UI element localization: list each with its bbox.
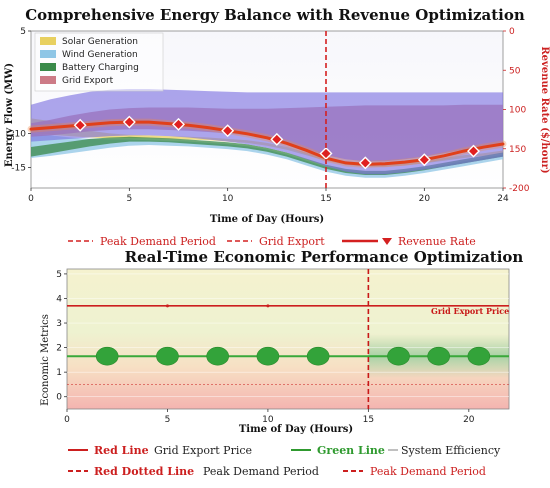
x-tick-label: 20 <box>419 194 431 204</box>
area-wind-generation <box>31 133 503 178</box>
x-tick-label: 10 <box>222 194 234 204</box>
legend2-red-dotted-label: Red Dotted Line <box>94 465 194 478</box>
area-purple-band <box>31 89 503 175</box>
chart-2-ylabel: Economic Metrics <box>40 314 51 406</box>
revenue-marker <box>417 153 431 167</box>
x-tick-label: 10 <box>262 415 274 425</box>
revenue-marker <box>122 115 136 129</box>
revenue-marker <box>172 117 185 131</box>
legend2-red-line-label: Red Line <box>94 444 149 457</box>
y-tick-label: 5 <box>20 27 26 37</box>
efficiency-marker <box>156 346 179 366</box>
y-tick-label: -15 <box>11 164 26 174</box>
x-tick-label: 5 <box>126 194 132 204</box>
chart-1-y2label: Revenue Rate ($/hour) <box>539 46 550 173</box>
legend2-green-line-label: Green Line <box>317 444 385 457</box>
chart-1-areas <box>31 89 503 178</box>
revenue-marker <box>270 132 284 146</box>
legend-label-grid-export: Grid Export <box>62 76 114 86</box>
area-battery-charging <box>31 136 503 175</box>
legend2-red-line-desc: Grid Export Price <box>154 444 252 457</box>
chart-2-grid <box>67 273 509 398</box>
chart-2: Real-Time Economic Performance Optimizat… <box>40 248 523 478</box>
y-tick-label: 3 <box>56 319 62 329</box>
efficiency-marker <box>387 346 410 366</box>
efficiency-marker <box>256 346 280 366</box>
legend-label-battery: Battery Charging <box>62 63 139 73</box>
y-tick-label: 1 <box>56 368 62 378</box>
chart-1-ylabel: Energy Flow (MW) <box>4 63 15 167</box>
revenue-marker <box>221 124 235 138</box>
chart-1-right-ticks: 0 50 100 150 -200 <box>503 27 530 194</box>
revenue-marker <box>467 144 480 158</box>
x-tick-label: 15 <box>363 415 374 425</box>
legend2-green-line-desc: System Efficiency <box>401 444 501 457</box>
chart-1: Comprehensive Energy Balance with Revenu… <box>4 6 550 248</box>
legend-grid-export-label: Grid Export <box>259 235 325 248</box>
y-tick-label: 2 <box>56 344 62 354</box>
y2-tick-label: 100 <box>509 106 526 116</box>
y2-tick-label: 0 <box>509 27 515 37</box>
x-tick-label: 15 <box>320 194 331 204</box>
y-tick-label: -10 <box>11 129 26 139</box>
price-dot <box>165 304 169 308</box>
chart-1-legend-below: Peak Demand Period Grid Export Revenue R… <box>68 235 476 248</box>
chart-1-left-ticks: 5 -10 -15 <box>11 27 31 174</box>
x-tick-label: 0 <box>64 415 70 425</box>
efficiency-marker <box>427 346 450 366</box>
efficiency-marker <box>95 346 119 366</box>
x-tick-label: 0 <box>28 194 34 204</box>
legend-label-solar: Solar Generation <box>62 37 138 47</box>
y2-tick-label: 150 <box>509 145 526 155</box>
revenue-marker <box>73 118 87 132</box>
chart-2-title: Real-Time Economic Performance Optimizat… <box>125 248 524 266</box>
y-tick-label: 5 <box>56 270 62 280</box>
x-tick-label: 20 <box>463 415 475 425</box>
x-tick-label: 5 <box>165 415 171 425</box>
y2-tick-label: 50 <box>509 66 521 76</box>
legend-swatch-solar <box>40 37 56 45</box>
legend2-peak-desc: Peak Demand Period <box>370 465 486 478</box>
chart-1-xlabel: Time of Day (Hours) <box>210 214 324 225</box>
legend-swatch-grid-export <box>40 76 56 84</box>
legend-revenue-label: Revenue Rate <box>398 235 476 248</box>
chart-1-revenue <box>27 115 507 170</box>
efficiency-marker <box>206 346 229 366</box>
legend-swatch-wind <box>40 50 56 58</box>
chart-2-y-ticks: 5 4 3 2 1 0 <box>56 270 67 403</box>
legend2-red-dotted-desc: Peak Demand Period <box>203 465 319 478</box>
chart-1-legend-inside: Solar Generation Wind Generation Battery… <box>34 32 164 92</box>
x-tick-label: 24 <box>497 194 509 204</box>
revenue-marker <box>358 156 372 170</box>
y-tick-label: 0 <box>56 393 62 403</box>
legend-peak-demand-label: Peak Demand Period <box>100 235 216 248</box>
chart-1-title: Comprehensive Energy Balance with Revenu… <box>25 6 525 24</box>
chart-2-legend-below: Red Line Grid Export Price Green Line Sy… <box>68 444 501 478</box>
chart-1-x-ticks: 0 5 10 15 20 24 <box>28 188 509 204</box>
legend-revenue-marker-icon <box>382 238 392 245</box>
y-tick-label: 4 <box>56 294 62 304</box>
chart-2-annotation: Grid Export Price <box>431 306 509 316</box>
chart-2-efficiency-markers <box>95 304 491 366</box>
price-dot <box>266 304 270 308</box>
y2-tick-label: -200 <box>509 184 530 194</box>
efficiency-marker <box>467 346 491 366</box>
legend-label-wind: Wind Generation <box>62 50 138 60</box>
chart-2-x-ticks: 0 5 10 15 20 <box>64 409 475 425</box>
efficiency-marker <box>306 346 330 366</box>
chart-2-xlabel: Time of Day (Hours) <box>239 424 353 435</box>
legend-swatch-battery <box>40 63 56 71</box>
